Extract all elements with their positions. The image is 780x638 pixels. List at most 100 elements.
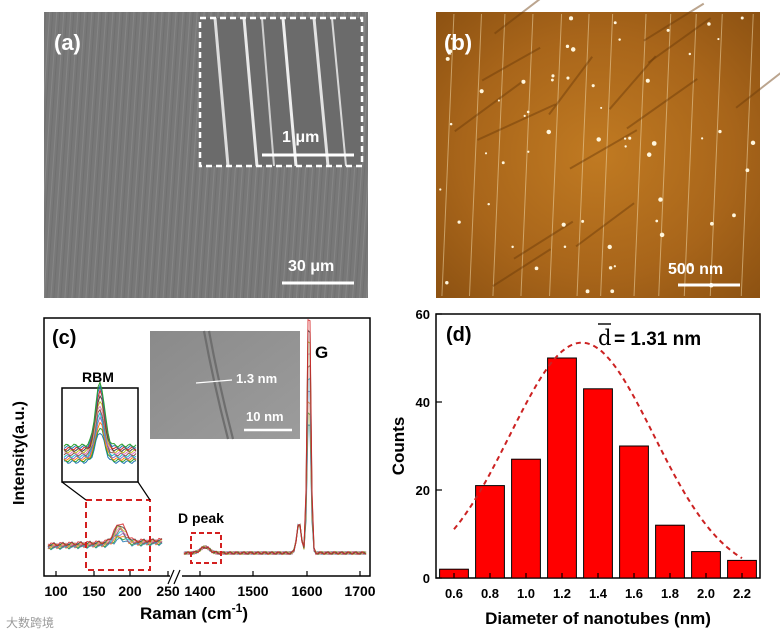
raman-ylabel: Intensity(a.u.) bbox=[11, 401, 28, 505]
afm-step-edge bbox=[575, 202, 635, 248]
inset-scale-label: 1 μm bbox=[282, 129, 319, 146]
afm-particle bbox=[534, 266, 539, 271]
afm-nanotube-line bbox=[709, 13, 723, 297]
afm-particle bbox=[707, 22, 711, 26]
y-tick-label: 20 bbox=[416, 483, 430, 498]
afm-particle bbox=[608, 266, 613, 270]
histogram-bar bbox=[475, 485, 505, 579]
afm-particle bbox=[585, 289, 590, 294]
tem-measure-line bbox=[195, 379, 233, 384]
afm-nanotube-line bbox=[683, 13, 697, 297]
afm-step-edge bbox=[494, 0, 541, 35]
afm-step-edge bbox=[513, 220, 574, 260]
rbm-callout-line bbox=[61, 481, 87, 501]
afm-particle bbox=[566, 76, 570, 80]
afm-particle bbox=[501, 161, 505, 165]
x-tick-label: 1.8 bbox=[661, 586, 679, 601]
afm-particle bbox=[523, 114, 526, 118]
inset-dashed-border bbox=[198, 16, 364, 168]
x-tick-label: 2.0 bbox=[697, 586, 715, 601]
rbm-inset-line bbox=[63, 388, 137, 451]
afm-particle bbox=[521, 79, 526, 84]
afm-particle bbox=[688, 52, 692, 56]
rbm-inset-line bbox=[63, 432, 137, 465]
histogram-y-ticks: 0 20 40 60 bbox=[416, 307, 442, 586]
panel-c: (c) Intensity(a.u.) 100 150 200 250 1400 1500… bbox=[11, 317, 376, 623]
histogram-bar bbox=[583, 388, 613, 579]
afm-particle bbox=[550, 78, 554, 82]
histogram-xlabel: Diameter of nanotubes (nm) bbox=[485, 609, 711, 628]
afm-step-edge bbox=[492, 248, 552, 287]
afm-particle bbox=[581, 219, 585, 223]
rbm-spectrum-line bbox=[47, 523, 163, 547]
g-band-spectrum-line bbox=[183, 319, 367, 556]
afm-particle bbox=[449, 122, 453, 126]
panel-b: (b) 500 nm bbox=[436, 0, 780, 298]
g-band-spectrum-line bbox=[183, 424, 367, 556]
rbm-inset-line bbox=[63, 421, 137, 462]
histogram-bar bbox=[619, 445, 649, 579]
y-tick-label: 60 bbox=[416, 307, 430, 322]
axis-break-mark bbox=[173, 569, 181, 585]
afm-particle bbox=[484, 152, 488, 155]
afm-particle bbox=[718, 129, 722, 134]
afm-particle bbox=[511, 245, 514, 249]
afm-particle bbox=[750, 140, 756, 146]
afm-particle bbox=[717, 37, 720, 41]
afm-particle bbox=[561, 222, 566, 227]
afm-particle bbox=[689, 263, 693, 267]
raman-x-ticks: 100 150 200 250 1400 1500 1600 1700 bbox=[44, 571, 376, 599]
afm-particle bbox=[497, 99, 500, 102]
afm-step-edge bbox=[608, 55, 657, 110]
panel-a-label: (a) bbox=[54, 30, 81, 55]
afm-particle bbox=[570, 47, 576, 52]
afm-nanotube-line bbox=[576, 13, 590, 297]
afm-texture bbox=[439, 0, 780, 297]
rbm-inset-line bbox=[63, 380, 137, 448]
afm-particle bbox=[479, 89, 484, 94]
sem-inset: 1 μm bbox=[198, 16, 364, 168]
afm-particle bbox=[658, 197, 663, 202]
afm-nanotube-line bbox=[468, 13, 482, 297]
g-peak-label: G bbox=[315, 343, 328, 362]
rbm-inset-line bbox=[63, 405, 137, 456]
afm-particle bbox=[666, 28, 670, 32]
histogram-ylabel: Counts bbox=[389, 417, 408, 476]
histogram-bar bbox=[547, 357, 577, 579]
afm-particle bbox=[591, 84, 595, 88]
afm-particle bbox=[563, 245, 567, 249]
raman-x-tick-label: 150 bbox=[82, 583, 106, 599]
afm-particle bbox=[546, 129, 552, 135]
panel-b-scale-label: 500 nm bbox=[668, 261, 723, 278]
afm-nanotube-line bbox=[441, 13, 455, 297]
afm-particle bbox=[732, 213, 736, 218]
d-peak-dashed-box bbox=[190, 532, 222, 564]
afm-nanotube-line bbox=[600, 13, 614, 297]
afm-particle bbox=[448, 49, 453, 54]
histogram-x-ticks: 0.6 0.8 1.0 1.2 1.4 1.6 1.8 2.0 2.2 bbox=[445, 573, 751, 601]
afm-particle bbox=[526, 110, 530, 114]
x-tick-label: 0.8 bbox=[481, 586, 499, 601]
d-peak-label: D peak bbox=[178, 510, 224, 526]
afm-particle bbox=[445, 281, 449, 285]
x-tick-label: 1.4 bbox=[589, 586, 608, 601]
y-tick-label: 0 bbox=[423, 571, 430, 586]
x-tick-label: 1.2 bbox=[553, 586, 571, 601]
rbm-callout-line bbox=[137, 481, 151, 501]
histogram-bars bbox=[439, 357, 757, 579]
panel-a-scale-label: 30 μm bbox=[288, 258, 334, 275]
afm-particle bbox=[607, 244, 612, 250]
afm-step-edge bbox=[626, 78, 698, 130]
afm-particle bbox=[709, 221, 714, 226]
afm-nanotube-line bbox=[633, 13, 647, 297]
afm-nanotube-line bbox=[658, 13, 672, 297]
raman-x-tick-label: 1400 bbox=[184, 583, 215, 599]
tem-inset: 1.3 nm 10 nm bbox=[150, 330, 300, 440]
x-tick-label: 1.0 bbox=[517, 586, 535, 601]
afm-particle bbox=[487, 202, 490, 206]
raman-x-tick-label: 1600 bbox=[291, 583, 322, 599]
afm-particle bbox=[659, 232, 665, 238]
afm-nanotube-line bbox=[492, 13, 506, 297]
afm-image bbox=[436, 12, 760, 298]
